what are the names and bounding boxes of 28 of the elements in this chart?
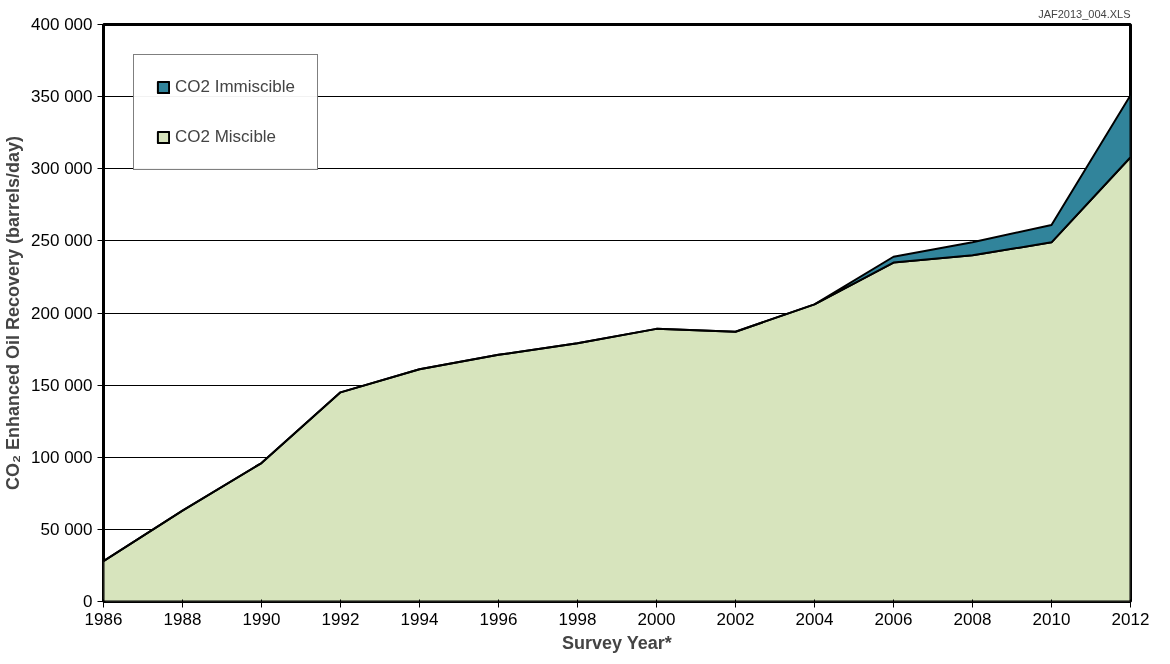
y-tick-label: 50 000: [40, 519, 93, 539]
y-tick-label: 300 000: [31, 159, 93, 179]
legend-label: CO2 Miscible: [175, 127, 277, 147]
x-tick-label: 1994: [400, 609, 439, 629]
y-tick-label: 400 000: [31, 15, 93, 34]
x-tick-label: 1990: [242, 609, 281, 629]
y-tick-label: 200 000: [31, 303, 93, 323]
legend-label: CO2 Immiscible: [175, 77, 295, 97]
x-tick-label: 2000: [637, 609, 676, 629]
x-tick-label: 1998: [558, 609, 597, 629]
x-tick-label: 2004: [795, 609, 834, 629]
y-tick-label: 100 000: [31, 447, 93, 467]
x-tick-label: 2010: [1032, 609, 1071, 629]
x-tick-label: 1986: [84, 609, 123, 629]
x-tick-label: 2008: [953, 609, 992, 629]
y-tick-label: 250 000: [31, 231, 93, 251]
y-tick-label: 350 000: [31, 87, 93, 107]
x-tick-label: 1988: [163, 609, 202, 629]
y-tick-label: 150 000: [31, 375, 93, 395]
x-tick-label: 1992: [321, 609, 360, 629]
x-tick-label: 2012: [1111, 609, 1150, 629]
y-axis-title: CO₂ Enhanced Oil Recovery (barrels/day): [3, 135, 24, 491]
x-tick-label: 1996: [479, 609, 518, 629]
x-axis-title: Survey Year*: [561, 632, 672, 653]
x-tick-label: 2006: [874, 609, 913, 629]
text: JAF2013_004.XLS: [1038, 7, 1131, 20]
x-tick-label: 2002: [716, 609, 755, 629]
y-tick-label: 0: [83, 592, 93, 611]
